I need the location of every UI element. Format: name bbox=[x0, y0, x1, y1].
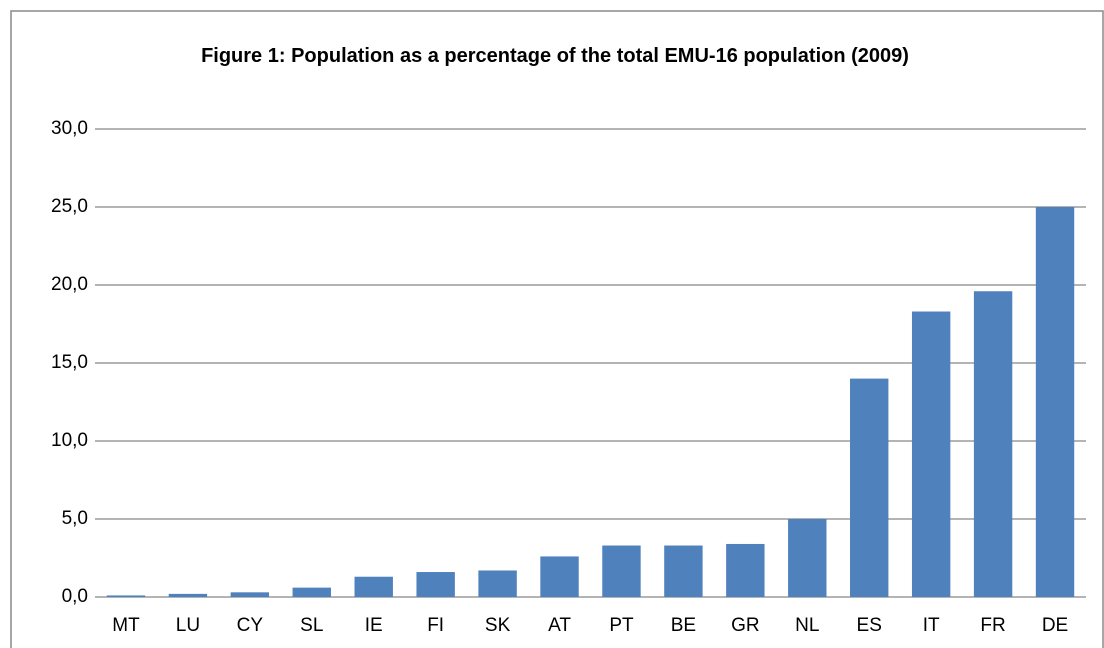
bar bbox=[726, 543, 765, 597]
x-tick-label: IT bbox=[923, 615, 940, 636]
x-tick-label: ES bbox=[857, 615, 882, 636]
x-tick-label: LU bbox=[176, 615, 200, 636]
bar bbox=[1035, 207, 1075, 597]
bar bbox=[788, 519, 827, 597]
x-tick-label: IE bbox=[365, 615, 383, 636]
chart-title: Figure 1: Population as a percentage of … bbox=[201, 45, 909, 67]
bar bbox=[106, 595, 146, 597]
x-tick-label: PT bbox=[609, 615, 634, 636]
bar bbox=[850, 378, 889, 597]
y-tick-label: 30,0 bbox=[51, 118, 88, 139]
bar bbox=[292, 587, 331, 597]
bar bbox=[664, 545, 703, 597]
bar bbox=[230, 592, 270, 597]
bar bbox=[911, 311, 951, 597]
x-tick-label: DE bbox=[1042, 615, 1068, 636]
y-tick-label: 10,0 bbox=[51, 430, 88, 451]
x-tick-label: FI bbox=[427, 615, 444, 636]
y-tick-label: 25,0 bbox=[51, 196, 88, 217]
y-tick-label: 5,0 bbox=[62, 508, 88, 529]
x-tick-label: SK bbox=[485, 615, 511, 636]
y-tick-label: 15,0 bbox=[51, 352, 88, 373]
bar bbox=[478, 570, 517, 597]
x-tick-label: FR bbox=[980, 615, 1005, 636]
bar bbox=[168, 593, 208, 597]
x-tick-label: SL bbox=[300, 615, 323, 636]
bar bbox=[416, 572, 455, 597]
y-tick-label: 0,0 bbox=[62, 586, 88, 607]
x-tick-label: AT bbox=[548, 615, 571, 636]
bar bbox=[602, 545, 641, 597]
bar bbox=[540, 556, 579, 597]
x-tick-label: BE bbox=[671, 615, 696, 636]
bar bbox=[354, 576, 393, 597]
x-tick-label: NL bbox=[795, 615, 819, 636]
chart-frame bbox=[10, 10, 1104, 648]
x-tick-label: MT bbox=[112, 615, 140, 636]
y-tick-label: 20,0 bbox=[51, 274, 88, 295]
x-tick-label: CY bbox=[237, 615, 264, 636]
bar bbox=[973, 291, 1013, 597]
x-tick-label: GR bbox=[731, 615, 760, 636]
